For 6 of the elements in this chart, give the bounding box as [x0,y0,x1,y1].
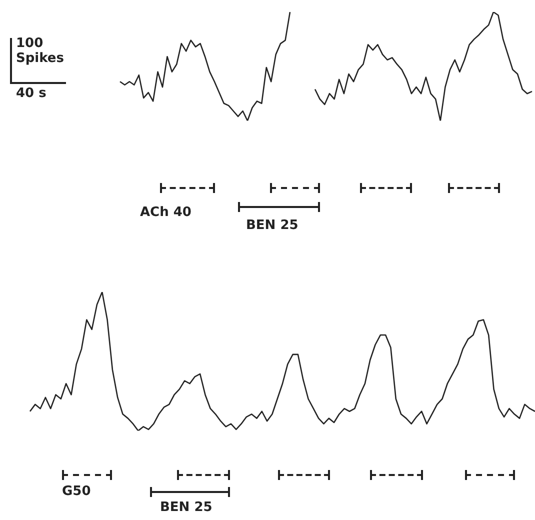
text: 40 s [16,86,46,101]
text: BEN 25 [160,500,212,515]
text: 100 Spikes [16,36,65,66]
text: G50 [62,484,91,499]
text: ACh 40 [140,205,192,220]
text: BEN 25 [246,218,298,233]
